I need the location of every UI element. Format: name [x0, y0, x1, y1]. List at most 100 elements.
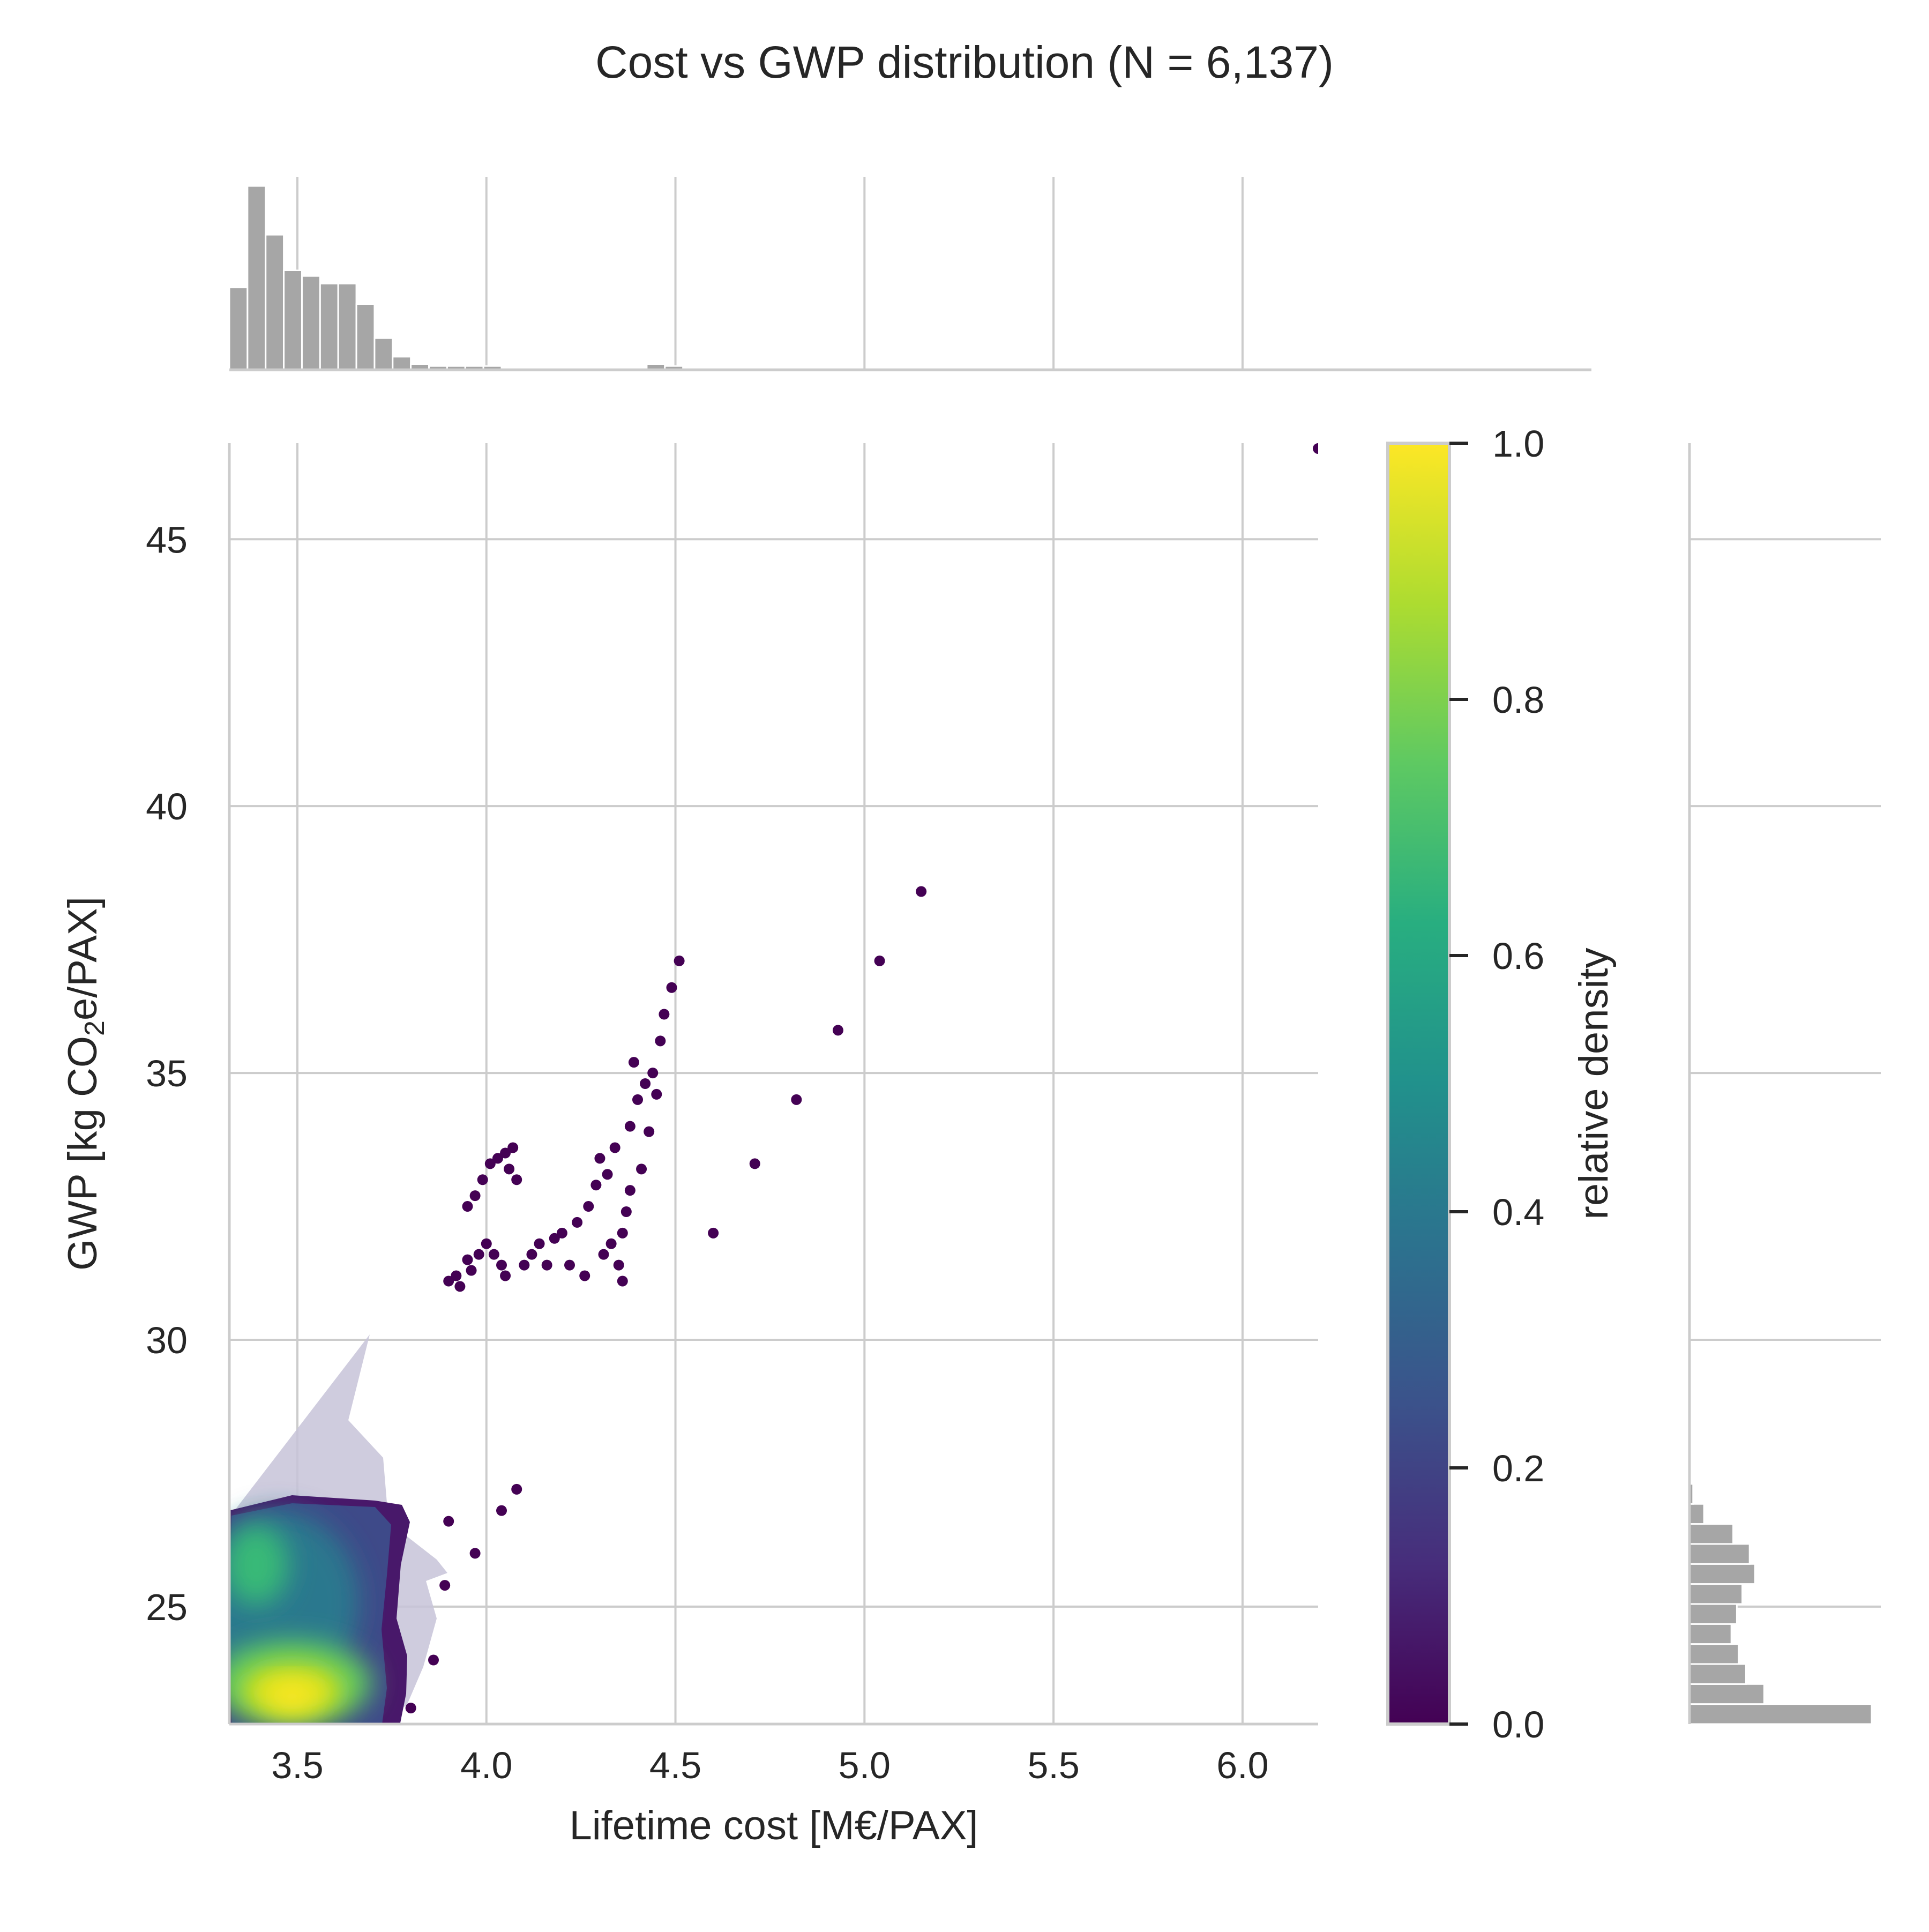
scatter-point [462, 1201, 473, 1212]
scatter-point [534, 1238, 545, 1249]
top-histogram-bar [392, 356, 412, 371]
top-histogram-bar [355, 303, 376, 371]
top-histogram-bar [283, 270, 303, 371]
scatter-point [443, 1516, 454, 1527]
scatter-point [439, 1580, 451, 1591]
scatter-point [632, 1094, 643, 1105]
scatter-point [916, 886, 927, 897]
y-tick-label: 45 [146, 519, 188, 561]
scatter-point [469, 1548, 481, 1559]
top-histogram-bar [228, 286, 249, 371]
right-histogram-grid [1689, 538, 1881, 1608]
y-tick-label: 25 [146, 1586, 188, 1628]
x-tick-label: 6.0 [1216, 1744, 1268, 1786]
top-histogram-bar [246, 185, 267, 371]
scatter-point [572, 1217, 583, 1228]
right-histogram-bar [1688, 1543, 1751, 1565]
scatter-point [511, 1174, 522, 1185]
colorbar-label: relative density [1571, 948, 1617, 1220]
scatter-point [644, 1126, 655, 1137]
scatter-point [496, 1505, 507, 1516]
scatter-point [666, 982, 677, 993]
y-axis-label: GWP [kg CO2e/PAX] [60, 897, 110, 1271]
scatter-point [504, 1163, 515, 1175]
colorbar-tick-label: 1.0 [1492, 423, 1544, 465]
chart-title: Cost vs GWP distribution (N = 6,137) [595, 37, 1334, 87]
right-histogram-bars [1688, 1162, 1873, 1725]
y-axis-label-subscript: 2 [79, 1020, 110, 1036]
scatter-point [609, 1142, 620, 1153]
scatter-point [590, 1180, 602, 1191]
scatter-point [636, 1163, 647, 1175]
top-histogram [228, 177, 1591, 371]
scatter-point [579, 1270, 590, 1281]
main-plot: 3.5 4.0 4.5 5.0 5.5 6.0 25 30 35 40 45 [146, 443, 1318, 1786]
scatter-point [594, 1153, 605, 1164]
scatter-point [454, 1281, 466, 1292]
scatter-point [832, 1025, 843, 1036]
colorbar-tick-label: 0.0 [1492, 1704, 1544, 1745]
x-axis-label: Lifetime cost [M€/PAX] [569, 1803, 978, 1848]
scatter-point [556, 1227, 567, 1239]
scatter-point [624, 1185, 635, 1196]
scatter-point [526, 1249, 537, 1260]
x-tick-label: 4.5 [649, 1744, 701, 1786]
scatter-point [651, 1088, 662, 1100]
scatter-point [602, 1169, 613, 1180]
scatter-point [511, 1483, 522, 1495]
y-tick-label: 35 [146, 1053, 188, 1094]
right-histogram-bar [1688, 1603, 1738, 1625]
scatter-point [628, 1057, 639, 1068]
right-histogram-bar [1688, 1523, 1734, 1545]
scatter-point [484, 1158, 496, 1169]
scatter-point [451, 1270, 462, 1281]
top-histogram-bar [337, 282, 357, 371]
scatter-point [549, 1233, 560, 1244]
scatter-point [500, 1270, 511, 1281]
scatter-point [405, 1703, 416, 1714]
top-histogram-bar [319, 282, 339, 371]
scatter-point [640, 1078, 651, 1089]
top-histogram-bar [265, 234, 285, 371]
colorbar: 0.0 0.2 0.4 0.6 0.8 1.0 relative density [1386, 423, 1617, 1745]
cloud-peak [265, 1681, 319, 1711]
right-histogram-bar [1688, 1703, 1873, 1725]
x-tick-label: 4.0 [460, 1744, 512, 1786]
scatter-point [492, 1153, 503, 1164]
right-histogram-bar [1688, 1683, 1765, 1705]
scatter-point [473, 1249, 484, 1260]
scatter-point [605, 1238, 617, 1249]
scatter-point [466, 1265, 477, 1276]
scatter-point [613, 1259, 624, 1271]
scatter-point [541, 1259, 552, 1271]
scatter-point [496, 1259, 507, 1271]
right-histogram-bar [1688, 1643, 1740, 1665]
scatter-point [481, 1238, 492, 1249]
scatter-point [564, 1259, 575, 1271]
dense-point-cloud [229, 1495, 410, 1724]
scatter-point [617, 1227, 628, 1239]
scatter-point [874, 955, 885, 966]
scatter-point [500, 1147, 511, 1159]
scatter-point [749, 1158, 760, 1169]
scatter-point [620, 1206, 632, 1217]
density-layer [229, 443, 1318, 1724]
right-histogram-bar [1688, 1663, 1747, 1685]
x-tick-label: 5.0 [839, 1744, 891, 1786]
scatter-point [519, 1259, 530, 1271]
x-tick-label: 3.5 [271, 1744, 323, 1786]
scatter-point [488, 1249, 499, 1260]
right-histogram-bar [1688, 1623, 1732, 1645]
main-plot-ticks: 3.5 4.0 4.5 5.0 5.5 6.0 25 30 35 40 45 [146, 519, 1268, 1786]
right-histogram-bar [1688, 1503, 1705, 1525]
top-histogram-bars [228, 185, 684, 371]
right-histogram-bar [1688, 1563, 1756, 1585]
scatter-point [598, 1249, 609, 1260]
scatter-point [617, 1275, 628, 1287]
scatter-point [674, 955, 685, 966]
y-tick-label: 30 [146, 1319, 188, 1361]
right-histogram-bar [1688, 1583, 1744, 1605]
scatter-point [583, 1201, 594, 1212]
scatter-point [659, 1009, 670, 1020]
